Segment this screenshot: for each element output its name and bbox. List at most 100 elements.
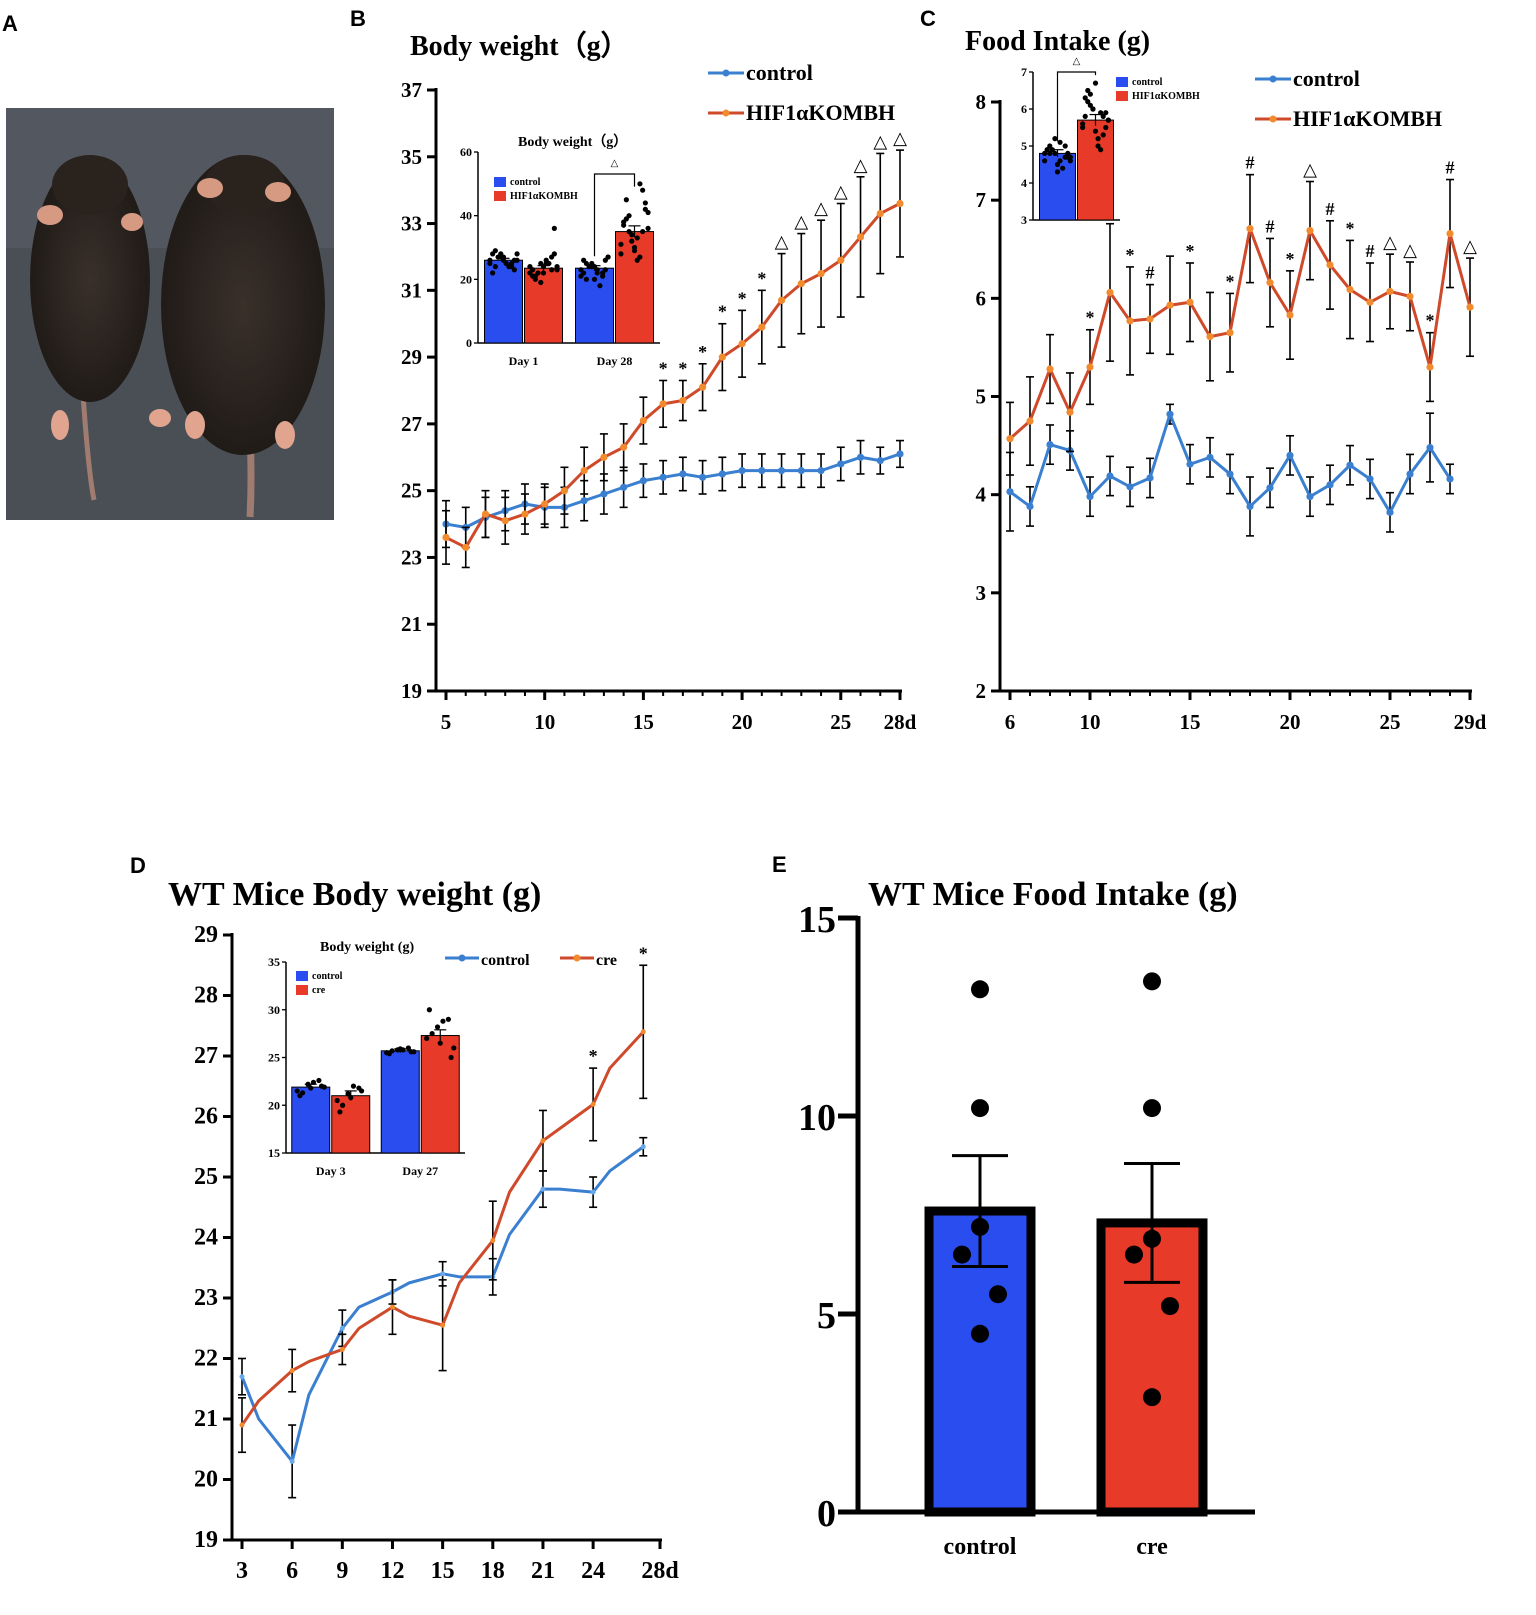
inset-point [1044, 147, 1050, 153]
inset-point [597, 283, 603, 289]
inset-point [540, 270, 547, 276]
data-point [817, 467, 825, 475]
legend-marker [1269, 115, 1277, 123]
significance-marker: # [1366, 241, 1375, 261]
inset-point [350, 1083, 357, 1089]
inset-legend-swatch [296, 971, 308, 981]
legend: control cre [445, 952, 617, 969]
inset-bar [524, 267, 563, 344]
inset-y-tick-label: 20 [460, 272, 472, 286]
significance-marker: # [1246, 153, 1255, 173]
inset-point [321, 1084, 327, 1090]
data-point [1306, 226, 1314, 235]
inset-point [1057, 139, 1063, 145]
data-point [1386, 508, 1394, 516]
inset-point [511, 257, 517, 263]
inset-point [1047, 150, 1053, 156]
inset-y-tick-label: 30 [268, 1003, 280, 1017]
data-point [639, 416, 647, 425]
inset-category-label: Day 1 [509, 354, 539, 368]
data-point [738, 340, 746, 348]
inset-point [1085, 99, 1091, 105]
data-point [699, 473, 707, 481]
data-point [971, 1099, 989, 1118]
inset-point [300, 1090, 306, 1096]
data-point [620, 483, 628, 491]
data-point [540, 1138, 546, 1144]
data-point [1006, 435, 1014, 443]
significance-marker: △ [794, 212, 808, 232]
y-tick-label: 10 [798, 1097, 836, 1139]
inset-point [1042, 158, 1048, 164]
legend: control HIF1αKOMBH [1255, 66, 1442, 131]
inset-legend-swatch [1116, 91, 1128, 101]
inset-point [1100, 113, 1106, 119]
data-point [1446, 475, 1454, 483]
inset-point [623, 197, 629, 203]
x-category-label: control [944, 1534, 1017, 1560]
series-treatment [238, 964, 648, 1454]
inset-point [389, 1048, 395, 1054]
data-point [580, 467, 588, 475]
data-point [1326, 261, 1334, 269]
panel-letter-c: C [920, 6, 936, 31]
data-point [1466, 303, 1474, 311]
data-point [1146, 315, 1154, 323]
data-point [639, 477, 647, 485]
inset-point [492, 264, 498, 270]
legend-label: control [1293, 66, 1360, 91]
significance-marker: △ [893, 128, 907, 148]
data-point [289, 1368, 295, 1374]
legend-marker [458, 954, 466, 962]
data-point [777, 467, 786, 475]
inset-point [487, 257, 493, 263]
x-tick-label: 15 [1180, 710, 1201, 734]
inset-point [1085, 87, 1091, 94]
data-point [1346, 285, 1354, 294]
x-tick-label: 5 [441, 710, 452, 734]
significance-marker: * [718, 302, 727, 322]
data-point [339, 1346, 345, 1352]
data-point [1126, 317, 1134, 325]
inset-point [503, 260, 509, 267]
significance-marker: * [1346, 218, 1355, 238]
significance-marker: # [1326, 199, 1335, 219]
inset-y-tick-label: 5 [1021, 139, 1027, 153]
data-point [1406, 292, 1414, 300]
data-point [1026, 417, 1034, 425]
data-point [600, 490, 608, 498]
data-point [1426, 363, 1434, 371]
data-point [339, 1325, 345, 1331]
data-point [1366, 475, 1374, 483]
inset-y-tick-label: 35 [268, 955, 280, 969]
y-tick-label: 22 [194, 1346, 218, 1372]
x-tick-label: 25 [830, 710, 851, 734]
y-tick-label: 33 [401, 212, 422, 236]
x-tick-label: 12 [380, 1558, 404, 1584]
chart-body-weight: Body weight（g） 19 21 23 25 27 29 31 33 35 37 5 10 15 2… [401, 29, 917, 734]
inset-point [645, 225, 651, 231]
data-point [600, 453, 608, 461]
inset-point [629, 238, 635, 244]
inset-bar-chart: 3 4 5 6 7 △ control HIF1αKOMBH [1021, 56, 1200, 227]
data-point [718, 470, 726, 478]
significance-marker: * [757, 268, 766, 288]
data-point [1226, 470, 1234, 478]
inset-point [1095, 136, 1101, 142]
inset-point [594, 267, 600, 273]
series-treatment [442, 149, 904, 569]
data-point [1126, 483, 1134, 491]
y-tick-label: 26 [194, 1104, 218, 1130]
inset-y-tick-label: 15 [268, 1146, 280, 1160]
data-point [1266, 484, 1274, 492]
y-tick-label: 5 [817, 1295, 836, 1337]
legend-marker [573, 954, 581, 962]
inset-point [1062, 143, 1068, 149]
data-point [971, 1217, 989, 1236]
data-point [758, 323, 766, 331]
data-point [540, 1186, 546, 1192]
inset-bar [291, 1086, 331, 1154]
inset-point [359, 1088, 365, 1094]
x-tick-label: 15 [633, 710, 654, 734]
x-tick-label: 20 [732, 710, 753, 734]
